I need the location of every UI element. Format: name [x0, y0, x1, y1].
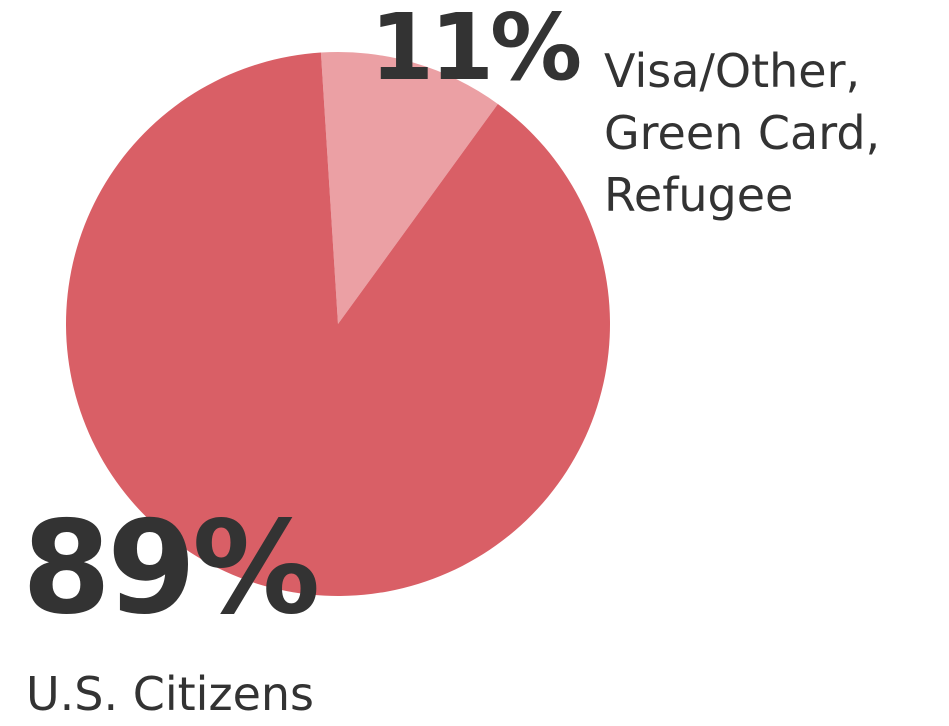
slice-citizens-label: U.S. Citizens	[26, 667, 315, 721]
slice-visa-label: Visa/Other, Green Card, Refugee	[604, 40, 880, 226]
slice-citizens-percent: 89%	[22, 494, 320, 643]
slice-visa-label-line-2: Green Card,	[604, 106, 881, 160]
slice-visa-percent: 11%	[370, 0, 582, 101]
slice-visa-label-line-3: Refugee	[604, 168, 794, 222]
pie-slice-us-citizens	[65, 52, 610, 596]
slice-visa-label-line-1: Visa/Other,	[604, 44, 861, 98]
pie-slice-visa-other	[320, 52, 498, 324]
